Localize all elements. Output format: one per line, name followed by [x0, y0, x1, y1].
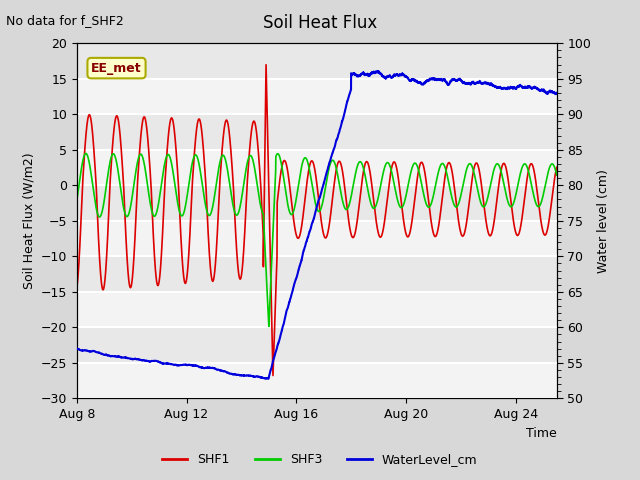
Bar: [77, 221, 557, 256]
Text: EE_met: EE_met: [91, 61, 142, 74]
Bar: [77, 150, 557, 185]
Bar: [77, 79, 557, 114]
Legend: SHF1, SHF3, WaterLevel_cm: SHF1, SHF3, WaterLevel_cm: [157, 448, 483, 471]
Text: No data for f_SHF2: No data for f_SHF2: [6, 14, 124, 27]
Text: Time: Time: [526, 427, 557, 440]
Text: Soil Heat Flux: Soil Heat Flux: [263, 14, 377, 33]
Y-axis label: Water level (cm): Water level (cm): [596, 169, 610, 273]
Bar: [77, 363, 557, 398]
Bar: [77, 292, 557, 327]
Y-axis label: Soil Heat Flux (W/m2): Soil Heat Flux (W/m2): [22, 153, 35, 289]
